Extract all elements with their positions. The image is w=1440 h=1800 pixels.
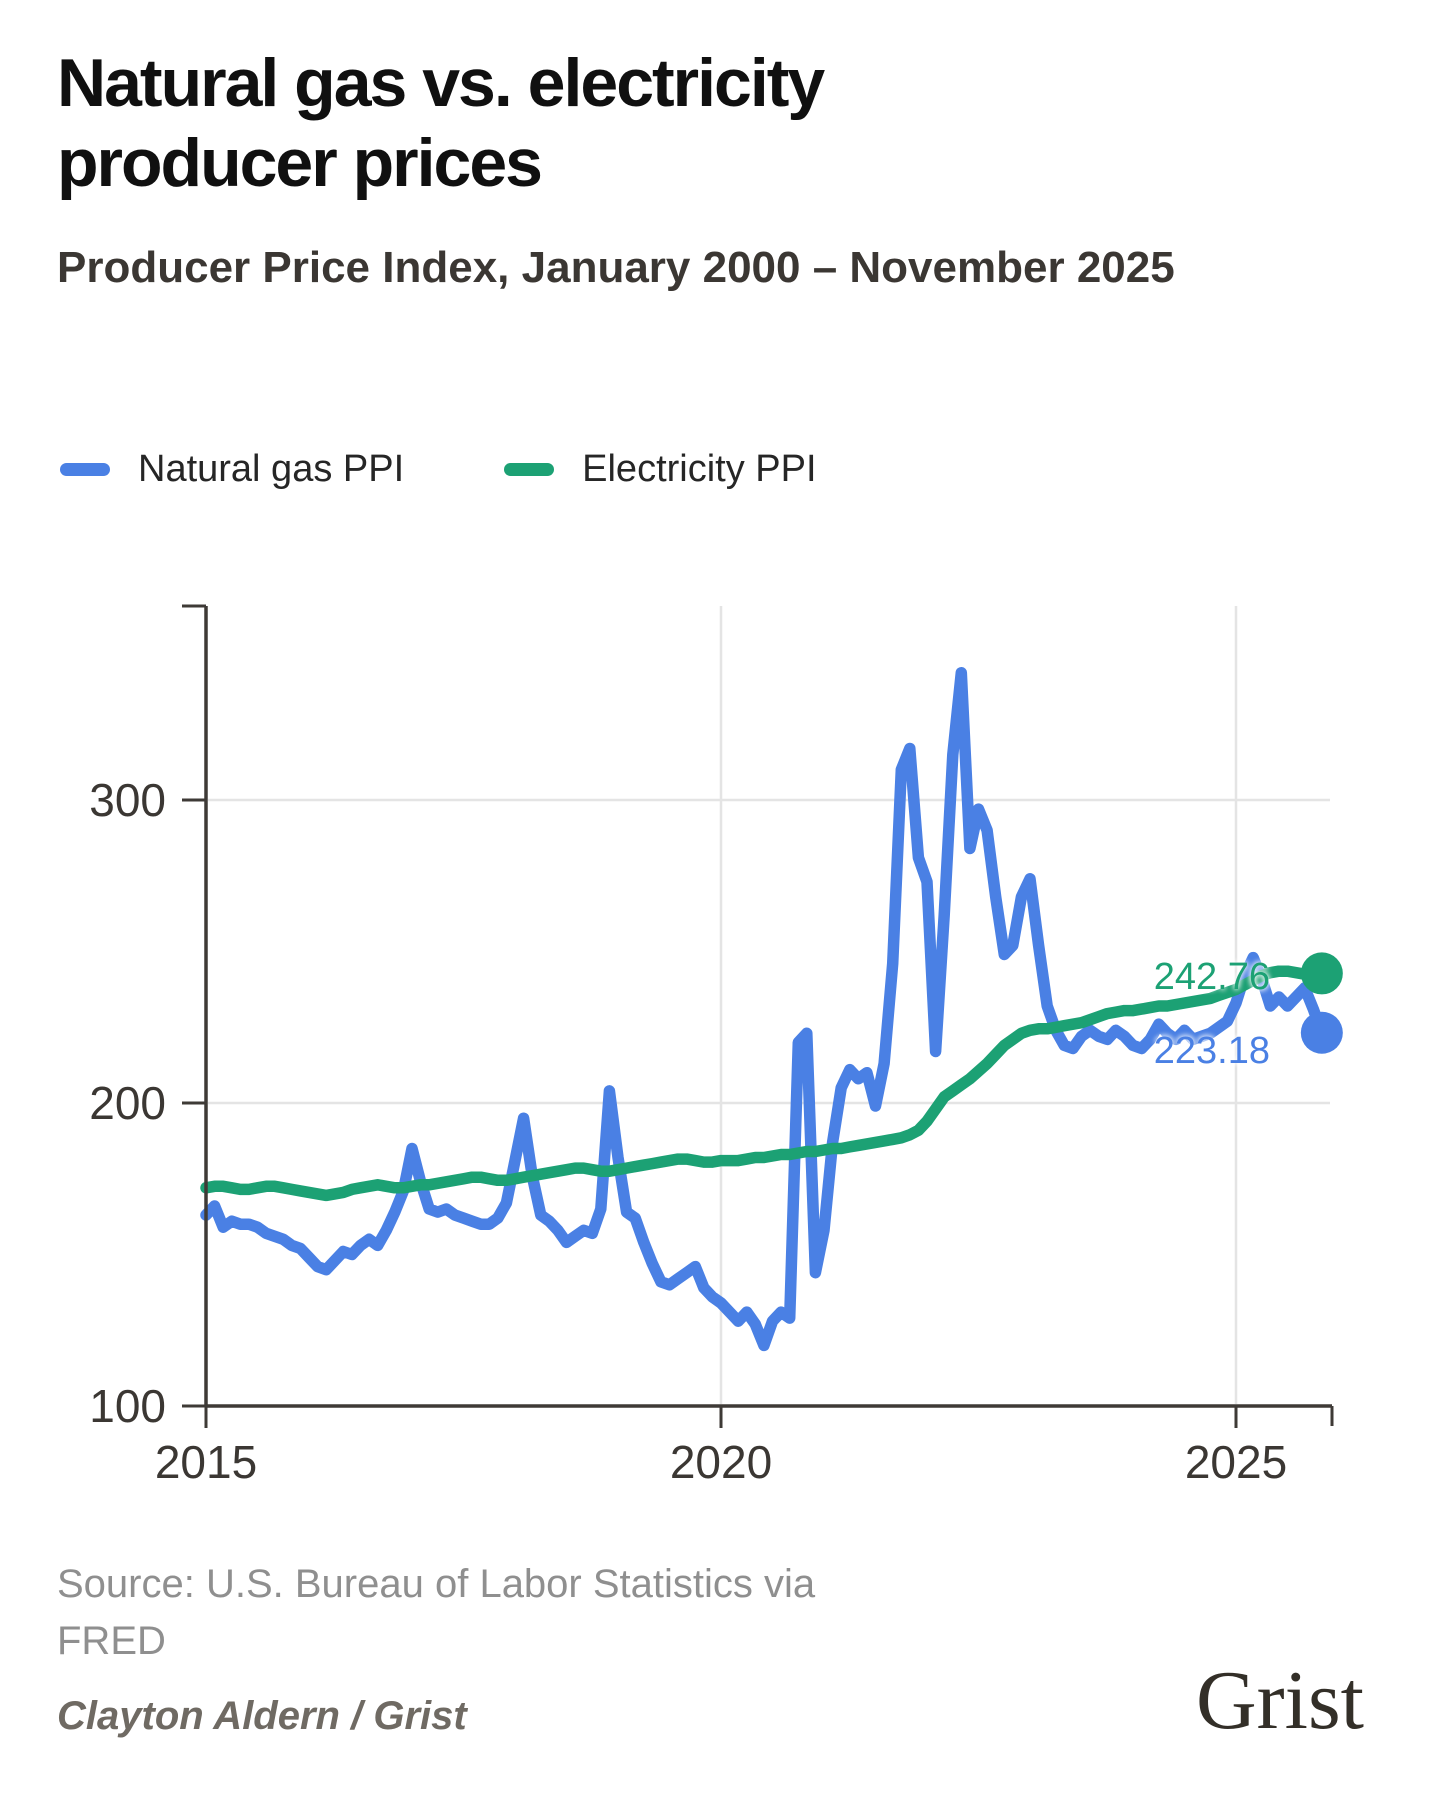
grist-logo: Grist [1196,1654,1364,1747]
page-subtitle: Producer Price Index, January 2000 – Nov… [57,243,1175,292]
legend: Natural gas PPI Electricity PPI [60,448,917,491]
electricity-end-dot [1300,952,1343,995]
natural-gas-end-dot [1300,1011,1343,1054]
x-tick-label-2020: 2020 [670,1436,772,1488]
series-line-natural-gas [200,666,1328,1352]
series-line-electricity [200,965,1328,1202]
legend-label-electricity: Electricity PPI [582,448,817,490]
electricity-swatch-icon [504,463,555,476]
source-line-2: FRED [57,1618,166,1663]
legend-label-natural-gas: Natural gas PPI [138,448,405,490]
natural-gas-swatch-icon [60,463,110,476]
source-line-1: Source: U.S. Bureau of Labor Statistics … [57,1562,816,1606]
y-tick-label-300: 300 [89,774,166,826]
source-note: Source: U.S. Bureau of Labor Statistics … [57,1556,957,1670]
author-credit: Clayton Aldern / Grist [57,1694,467,1738]
natural-gas-end-value-label: 223.18 [1153,1030,1270,1072]
y-tick-label-200: 200 [89,1077,166,1129]
y-tick-label-100: 100 [89,1380,166,1432]
legend-item-electricity: Electricity PPI [504,448,817,491]
electricity-end-value-label: 242.76 [1153,956,1270,998]
x-tick-label-2025: 2025 [1185,1436,1287,1488]
page-title: Natural gas vs. electricity producer pri… [57,45,825,201]
legend-item-natural-gas: Natural gas PPI [60,448,404,491]
x-tick-label-2015: 2015 [155,1436,257,1488]
